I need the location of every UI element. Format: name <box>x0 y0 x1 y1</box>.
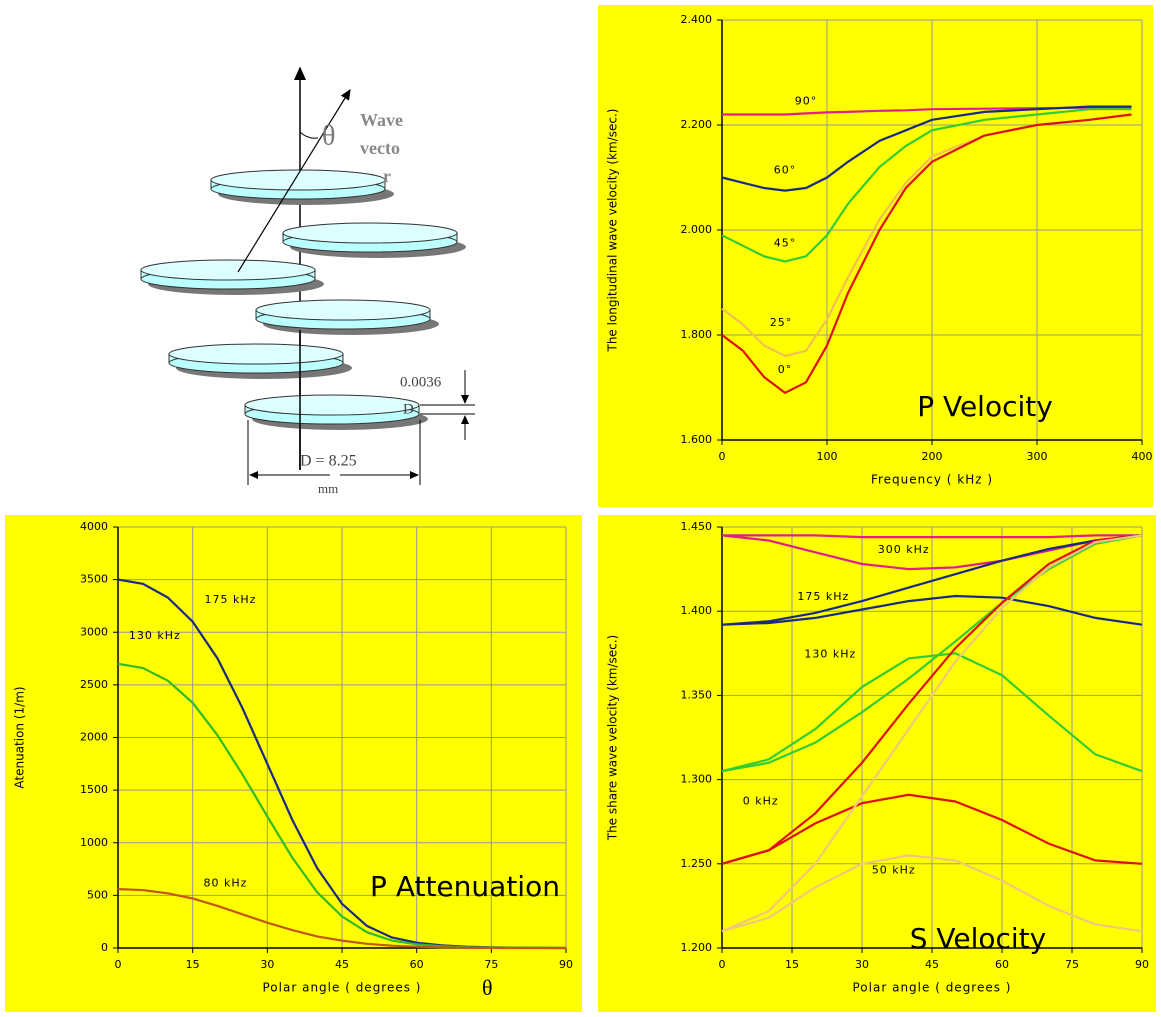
discs <box>141 170 466 430</box>
y-tick-label: 1.400 <box>681 604 713 617</box>
y-tick-label: 1.200 <box>681 941 713 954</box>
y-axis-label: Atenuation (1/m) <box>13 686 27 788</box>
x-axis-label: Polar angle ( degrees ) <box>263 981 422 995</box>
wave-label: r <box>383 166 391 186</box>
x-tick-label: 30 <box>855 958 869 971</box>
page: θ Wave vecto r 0.0036 D D = 8.25 mm 0 100… <box>0 0 1161 1017</box>
y-tick-label: 0 <box>101 941 108 954</box>
y-tick-label: 2500 <box>80 678 108 691</box>
y-tick-label: 2.200 <box>681 118 713 131</box>
y-tick-label: 1.600 <box>681 433 713 446</box>
x-tick-label: 90 <box>559 958 573 971</box>
y-axis-label: The share wave velocity (km/sec.) <box>606 635 620 841</box>
x-tick-label: 75 <box>1065 958 1079 971</box>
x-tick-label: 90 <box>1135 958 1149 971</box>
chart-title: S Velocity <box>910 922 1047 955</box>
diameter-label: D = 8.25 <box>300 453 357 470</box>
series-label: 0° <box>778 363 793 376</box>
x-axis-label: Polar angle ( degrees ) <box>853 981 1012 995</box>
series-label: 50 kHz <box>872 863 916 876</box>
y-tick-label: 1000 <box>80 836 108 849</box>
y-tick-label: 1.350 <box>681 688 713 701</box>
x-tick-label: 75 <box>484 958 498 971</box>
x-tick-label: 30 <box>260 958 274 971</box>
series-label: 175 kHz <box>797 590 849 603</box>
x-tick-label: 15 <box>186 958 200 971</box>
y-tick-label: 1.300 <box>681 773 713 786</box>
x-tick-label: 15 <box>785 958 799 971</box>
y-tick-label: 2.400 <box>681 13 713 26</box>
x-tick-label: 45 <box>335 958 349 971</box>
x-tick-label: 45 <box>925 958 939 971</box>
series-label: 45° <box>774 237 797 250</box>
series-label: 25° <box>770 316 793 329</box>
y-tick-label: 1.800 <box>681 328 713 341</box>
series-label: 60° <box>774 164 797 177</box>
diagram: θ Wave vecto r 0.0036 D D = 8.25 mm <box>141 68 475 496</box>
y-tick-label: 3500 <box>80 573 108 586</box>
y-tick-label: 1500 <box>80 783 108 796</box>
chart-title: P Velocity <box>917 390 1053 423</box>
x-tick-label: 0 <box>719 958 726 971</box>
series-label: 80 kHz <box>203 876 247 889</box>
y-tick-label: 2000 <box>80 731 108 744</box>
chart-panel <box>5 515 582 1012</box>
chart-panel <box>598 5 1153 507</box>
x-tick-label: 0 <box>719 450 726 463</box>
thickness-label: 0.0036 <box>400 374 442 390</box>
chart: 0 15 30 45 60 75 90 0 500 1000 1500 2000 2500 3000 350… <box>5 515 582 1012</box>
y-tick-label: 500 <box>87 888 108 901</box>
d-label: D <box>403 401 414 417</box>
series-label: 90° <box>795 94 818 107</box>
chart-title: P Attenuation <box>370 870 560 903</box>
x-tick-label: 0 <box>115 958 122 971</box>
chart: 0 100 200 300 400 1.600 1.800 2.000 2.200 2.400 90… <box>598 5 1153 507</box>
chart: 0 15 30 45 60 75 90 1.200 1.250 1.300 1.350 1.400 1.… <box>598 515 1156 1012</box>
x-tick-label: 200 <box>922 450 943 463</box>
x-tick-label: 400 <box>1132 450 1153 463</box>
series-label: 175 kHz <box>204 593 256 606</box>
unit-label: mm <box>318 481 338 496</box>
wave-label: Wave <box>360 110 403 130</box>
y-tick-label: 2.000 <box>681 223 713 236</box>
angle-arc <box>300 132 318 138</box>
y-axis-label: The longitudinal wave velocity (km/sec.) <box>606 108 620 352</box>
x-tick-label: 60 <box>410 958 424 971</box>
wave-label: vecto <box>360 138 400 158</box>
x-axis-symbol: θ <box>482 975 493 1000</box>
x-tick-label: 300 <box>1027 450 1048 463</box>
x-tick-label: 100 <box>817 450 838 463</box>
y-tick-label: 1.450 <box>681 520 713 533</box>
series-label: 300 kHz <box>878 543 930 556</box>
series-label: 130 kHz <box>804 648 856 661</box>
y-tick-label: 4000 <box>80 520 108 533</box>
series-label: 130 kHz <box>129 629 181 642</box>
x-axis-label: Frequency ( kHz ) <box>871 473 993 487</box>
y-tick-label: 1.250 <box>681 857 713 870</box>
y-tick-label: 3000 <box>80 625 108 638</box>
series-label: 0 kHz <box>743 794 779 807</box>
x-tick-label: 60 <box>995 958 1009 971</box>
theta-label: θ <box>322 120 335 151</box>
